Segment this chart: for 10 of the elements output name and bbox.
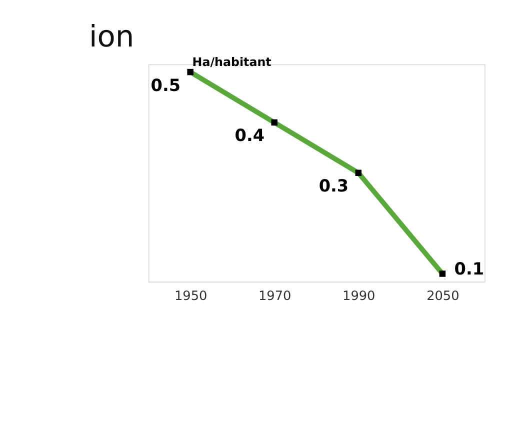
x-tick-label: 1970: [258, 288, 292, 304]
x-tick-label: 1950: [174, 288, 208, 304]
data-label: 0.1: [454, 258, 484, 279]
x-tick-label: 1990: [342, 288, 376, 304]
y-axis-title: Ha/habitant: [192, 55, 272, 70]
data-label: 0.5: [150, 74, 181, 95]
data-label: 0.4: [234, 125, 265, 146]
text: ion: [88, 18, 134, 54]
x-tick-label: 2050: [426, 288, 460, 304]
data-label: 0.3: [318, 176, 349, 196]
